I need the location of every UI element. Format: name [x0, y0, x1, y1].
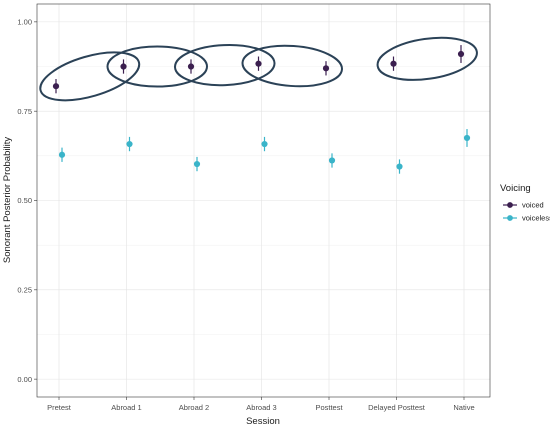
x-tick-label: Pretest	[47, 403, 72, 412]
point-voiced	[457, 50, 465, 58]
x-tick-label: Abroad 3	[246, 403, 276, 412]
x-axis-title: Session	[246, 416, 280, 427]
annotation-ellipse	[39, 51, 141, 102]
point-voiceless	[328, 157, 336, 164]
annotation-ellipse	[241, 44, 343, 88]
legend-key-voiceless	[507, 215, 513, 221]
x-axis: Pretest Abroad 1 Abroad 2 Abroad 3 Posttest D…	[47, 397, 475, 412]
legend-label-voiced: voiced	[522, 201, 544, 210]
point-voiced	[255, 60, 262, 67]
y-axis: 0.00 0.25 0.50 0.75 1.00	[17, 18, 37, 384]
annotation-ellipse	[376, 36, 478, 81]
point-voiced	[322, 65, 330, 72]
annotation-ellipse	[174, 44, 276, 87]
y-tick-label: 0.00	[17, 375, 32, 384]
annotation-ellipse	[106, 45, 208, 88]
point-voiceless	[58, 151, 66, 158]
point-voiced	[120, 63, 127, 70]
x-tick-label: Delayed Posttest	[368, 403, 426, 412]
x-tick-label: Abroad 1	[111, 403, 141, 412]
y-tick-label: 0.50	[17, 196, 32, 205]
point-voiceless	[396, 163, 403, 170]
legend-key-voiced	[507, 202, 513, 208]
y-axis-title: Sonorant Posterior Probability	[2, 137, 13, 263]
x-tick-label: Posttest	[315, 403, 343, 412]
legend-title: Voicing	[500, 183, 531, 194]
grid	[37, 4, 490, 397]
point-voiceless	[261, 140, 268, 148]
point-voiced	[52, 83, 60, 90]
point-voiced	[187, 63, 195, 70]
point-voiced	[390, 60, 397, 67]
x-tick-label: Abroad 2	[179, 403, 209, 412]
point-voiceless	[193, 160, 201, 168]
y-tick-label: 0.25	[17, 286, 32, 295]
point-voiceless	[126, 140, 133, 148]
legend-label-voiceless: voiceless	[522, 214, 550, 223]
y-tick-label: 1.00	[17, 18, 32, 27]
annotation-ellipses	[39, 36, 478, 102]
legend: Voicing voiced voiceless	[500, 183, 550, 223]
data-points	[52, 45, 471, 174]
x-tick-label: Native	[453, 403, 474, 412]
point-voiceless	[463, 134, 471, 142]
y-tick-label: 0.75	[17, 107, 32, 116]
